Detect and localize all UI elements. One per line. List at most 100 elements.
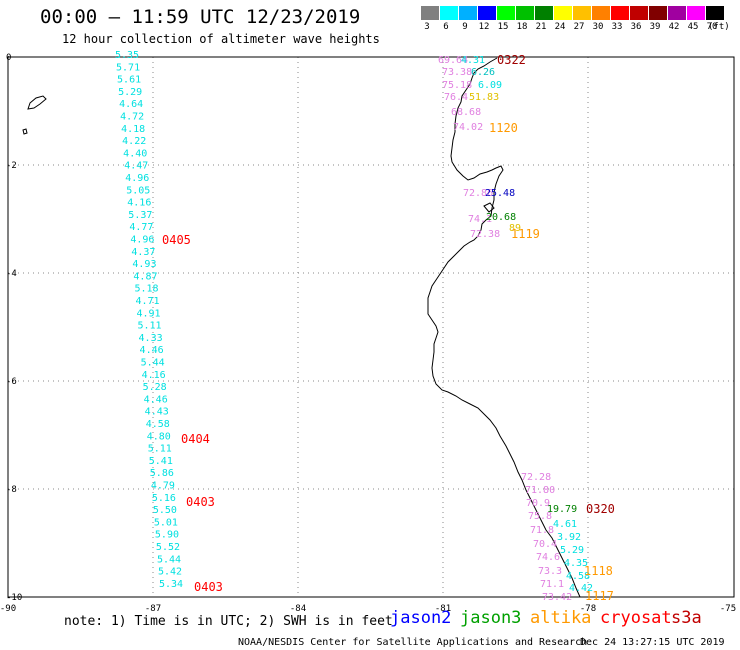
pass-time-label: 0322: [497, 53, 526, 67]
wave-height-label: 4.46: [140, 345, 164, 356]
pass-time-label: 0403: [194, 580, 223, 594]
wave-height-label: 6.26: [471, 67, 495, 78]
wave-height-label: 70.4: [533, 539, 557, 550]
pass-time-label: 0403: [186, 495, 215, 509]
legend-label: 18: [516, 22, 528, 32]
wave-height-label: 70.9: [526, 498, 550, 509]
wave-height-label: 4.47: [124, 161, 148, 172]
wave-height-label: 4.96: [130, 235, 154, 246]
grid-lines: [7, 56, 735, 598]
legend-label: 15: [497, 22, 509, 32]
legend-swatch: [649, 6, 667, 20]
wave-height-label: 5.29: [560, 545, 584, 556]
wave-height-label: 4.64: [119, 99, 143, 110]
pass-time-label: 1120: [489, 121, 518, 135]
x-tick-label: -78: [580, 604, 596, 614]
wave-height-label: 4.61: [553, 519, 577, 530]
wave-height-label: 51.83: [469, 92, 499, 103]
y-tick-label: -4: [6, 269, 17, 279]
x-tick-label: -84: [290, 604, 306, 614]
wave-height-label: 5.28: [143, 382, 167, 393]
wave-height-label: 5.35: [115, 50, 139, 61]
wave-height-label: 4.42: [569, 583, 593, 594]
legend-swatch: [630, 6, 648, 20]
wave-height-label: 6.09: [478, 80, 502, 91]
wave-height-label: 4.18: [121, 124, 145, 135]
x-tick-label: -87: [145, 604, 161, 614]
wave-height-label: 71.8: [530, 525, 554, 536]
wave-height-label: 5.41: [149, 456, 173, 467]
wave-height-label: 4.71: [135, 296, 159, 307]
wave-height-label: 5.44: [157, 554, 181, 565]
legend-label: 42: [668, 22, 680, 32]
satellite-name: s3a: [671, 608, 702, 628]
wave-height-label: 5.34: [159, 579, 183, 590]
wave-height-label: 4.35: [564, 558, 588, 569]
wave-height-label: 4.79: [151, 481, 175, 492]
wave-height-label: 5.11: [138, 321, 162, 332]
legend-unit: (ft): [708, 22, 730, 32]
wave-height-label: 5.90: [155, 530, 179, 541]
wave-height-label: 73.38: [442, 67, 472, 78]
map-title: 00:00 — 11:59 UTC 12/23/2019: [40, 6, 361, 28]
altimeter-track-west: 5.355.71 5.615.294.64 4.724.184.224.40 4.47…: [115, 50, 223, 594]
y-tick-label: -10: [6, 593, 22, 603]
legend-label: 36: [630, 22, 642, 32]
wave-height-label: 5.05: [126, 185, 150, 196]
footer-credit: NOAA/NESDIS Center for Satellite Applica…: [238, 637, 588, 648]
pass-time-label: 1119: [511, 227, 540, 241]
wave-height-label: 5.52: [156, 542, 180, 553]
y-tick-label: -8: [6, 485, 17, 495]
wave-height-label: 73.3: [538, 566, 562, 577]
legend-swatch: [516, 6, 534, 20]
satellite-name: jason2: [390, 608, 452, 628]
coastline: [427, 57, 581, 598]
legend-swatch: [573, 6, 591, 20]
gulf-island: [483, 202, 495, 213]
wave-height-label: 19.79: [547, 504, 577, 515]
wave-height-label: 5.01: [154, 517, 178, 528]
wave-height-label: 4.77: [129, 222, 153, 233]
wave-height-label: 4.16: [127, 198, 151, 209]
x-tick-label: -90: [0, 604, 16, 614]
x-tick-label: -75: [720, 604, 736, 614]
wave-height-label: 4.72: [120, 112, 144, 123]
legend-label: 3: [424, 22, 430, 32]
wave-height-label: 5.44: [141, 358, 165, 369]
legend-label: 6: [443, 22, 449, 32]
wave-height-label: 5.18: [134, 284, 158, 295]
legend-swatch: [554, 6, 572, 20]
legend-swatch: [478, 6, 496, 20]
legend-swatch: [706, 6, 724, 20]
wave-height-label: 68.68: [451, 107, 481, 118]
wave-height-label: 4.58: [146, 419, 170, 430]
legend-label: 9: [462, 22, 468, 32]
legend-label: 24: [554, 22, 566, 32]
legend-swatch: [611, 6, 629, 20]
legend-swatch: [497, 6, 515, 20]
wave-height-label: 20.68: [486, 212, 516, 223]
wave-height-label: 89: [509, 223, 521, 234]
pass-time-label: 1118: [584, 564, 613, 578]
legend-swatch: [440, 6, 458, 20]
wave-height-label: 71.80: [525, 485, 555, 496]
pass-time-label: 0405: [162, 233, 191, 247]
wave-height-label: 5.42: [158, 567, 182, 578]
wave-height-label: 4.80: [147, 431, 171, 442]
legend-label: 27: [573, 22, 585, 32]
wave-height-label: 5.50: [153, 505, 177, 516]
wave-height-label: 75.18: [442, 80, 472, 91]
x-tick-label: -81: [435, 604, 451, 614]
wave-height-label: 5.11: [148, 444, 172, 455]
legend-label: 33: [611, 22, 623, 32]
wave-height-label: 72.86: [463, 188, 493, 199]
wave-height-label: 4.87: [133, 271, 157, 282]
map-frame: [7, 56, 735, 598]
y-tick-label: 0: [6, 53, 11, 63]
wave-height-label: 4.43: [145, 407, 169, 418]
wave-height-label: 69.64: [438, 55, 468, 66]
island-galapagos: [27, 95, 47, 110]
wave-height-label: 25.48: [485, 188, 515, 199]
